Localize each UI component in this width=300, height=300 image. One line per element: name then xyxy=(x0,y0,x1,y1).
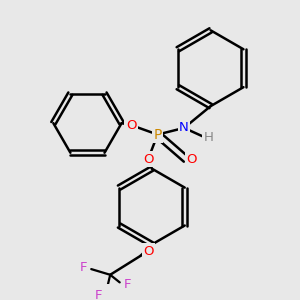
Text: F: F xyxy=(124,278,131,291)
Text: F: F xyxy=(95,289,103,300)
Text: P: P xyxy=(153,128,162,142)
Text: O: O xyxy=(186,153,197,166)
Text: O: O xyxy=(143,244,153,258)
Text: O: O xyxy=(126,118,136,132)
Text: N: N xyxy=(179,122,189,134)
Text: H: H xyxy=(204,131,214,144)
Text: O: O xyxy=(143,153,153,166)
Text: F: F xyxy=(80,261,87,274)
